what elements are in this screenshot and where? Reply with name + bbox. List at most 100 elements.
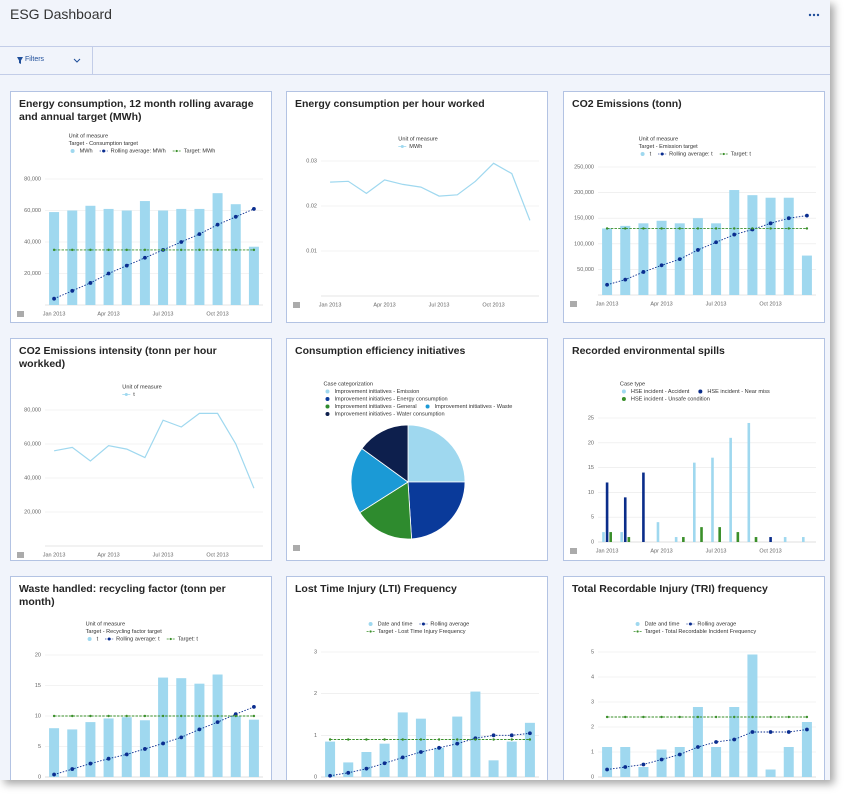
legend-label: HSE incident - Near miss bbox=[707, 389, 770, 395]
legend-title: Unit of measure bbox=[122, 384, 161, 390]
legend-label: MWh bbox=[409, 144, 422, 150]
line-point bbox=[88, 281, 93, 285]
line-point bbox=[252, 248, 256, 252]
x-tick-label: Jan 2013 bbox=[43, 552, 66, 558]
card-menu[interactable] bbox=[17, 311, 24, 317]
bar bbox=[158, 677, 169, 777]
y-tick-label: 4 bbox=[591, 674, 594, 680]
chart-svg: Date and time Rolling average Target - Tot… bbox=[591, 621, 816, 780]
line-point bbox=[623, 765, 628, 769]
legend-item: Date and time bbox=[368, 621, 412, 627]
legend: Unit of measure Target - Emission targett… bbox=[639, 136, 752, 157]
y-tick-label: 25 bbox=[588, 415, 594, 421]
line-point bbox=[125, 248, 128, 252]
line-point bbox=[52, 772, 56, 777]
y-tick-label: 15 bbox=[588, 465, 594, 471]
legend-label: Rolling average: MWh bbox=[111, 148, 166, 154]
bar bbox=[158, 210, 169, 305]
y-tick-label: 40,000 bbox=[24, 475, 41, 481]
x-tick-label: Jul 2013 bbox=[153, 311, 174, 317]
card-menu[interactable] bbox=[570, 548, 577, 554]
card-menu[interactable] bbox=[293, 302, 300, 308]
bar bbox=[121, 717, 132, 777]
bar bbox=[121, 210, 132, 305]
line-point bbox=[768, 221, 773, 226]
chart-card: Consumption efficiency initiatives Case c… bbox=[286, 338, 548, 561]
bar bbox=[230, 716, 241, 777]
bar bbox=[605, 482, 609, 542]
line-point bbox=[696, 715, 700, 719]
bar bbox=[627, 537, 631, 542]
line-point bbox=[125, 714, 128, 718]
legend-title: Unit of measure bbox=[398, 136, 437, 142]
legend-marker bbox=[169, 637, 172, 641]
x-tick-label: Jan 2013 bbox=[43, 311, 66, 317]
line-point bbox=[696, 745, 700, 749]
line-point bbox=[769, 227, 772, 230]
y-tick-label: 80,000 bbox=[24, 407, 41, 413]
bar bbox=[194, 208, 205, 305]
line-point bbox=[641, 762, 646, 767]
line-point bbox=[456, 738, 459, 741]
card-menu[interactable] bbox=[570, 301, 577, 307]
line-point bbox=[234, 248, 237, 252]
chart-card: Total Recordable Injury (TRI) frequency D… bbox=[563, 576, 825, 780]
legend-marker bbox=[368, 622, 373, 626]
bar bbox=[642, 472, 645, 542]
bar bbox=[212, 674, 223, 777]
bar bbox=[49, 728, 60, 777]
bar bbox=[638, 767, 649, 777]
line-point bbox=[52, 248, 56, 252]
legend-marker bbox=[369, 630, 372, 633]
y-tick-label: 5 bbox=[591, 649, 594, 655]
y-tick-label: 1 bbox=[314, 733, 317, 739]
line-point bbox=[382, 761, 387, 766]
card-menu[interactable] bbox=[293, 545, 300, 551]
line-point bbox=[419, 750, 423, 754]
filters-button[interactable]: Filters bbox=[0, 47, 93, 74]
legend: Date and time Rolling average Target - Tot… bbox=[633, 621, 756, 635]
line-point bbox=[642, 227, 645, 230]
bar bbox=[230, 204, 241, 305]
legend-item: t bbox=[122, 392, 135, 398]
pie-slice bbox=[361, 424, 409, 483]
legend-label: Rolling average bbox=[430, 621, 469, 627]
line-point bbox=[197, 727, 202, 732]
legend-item: MWh bbox=[398, 144, 422, 150]
legend-marker bbox=[660, 152, 664, 156]
line-point bbox=[252, 704, 256, 709]
chart-svg: Unit of measure MWh 0.01 0.02 0.03 Jan 2013 Ap… bbox=[293, 136, 539, 308]
x-tick-label: Oct 2013 bbox=[759, 548, 781, 554]
card-menu[interactable] bbox=[17, 552, 24, 558]
chart-title: Energy consumption, 12 month rolling ava… bbox=[19, 98, 254, 123]
bar bbox=[729, 190, 740, 295]
line-point bbox=[198, 714, 201, 718]
line-point bbox=[143, 255, 147, 260]
line-point bbox=[751, 227, 754, 230]
bar bbox=[802, 537, 805, 542]
legend-item: MWh bbox=[70, 148, 93, 154]
legend-label: Target: t bbox=[731, 151, 752, 157]
bar bbox=[379, 743, 390, 777]
bar bbox=[711, 747, 722, 777]
legend-item: Target - Total Recordable Incident Frequ… bbox=[633, 629, 756, 635]
legend-label: t bbox=[650, 151, 652, 157]
line-point bbox=[52, 714, 56, 718]
bar bbox=[248, 719, 259, 777]
line-point bbox=[732, 737, 737, 742]
bar bbox=[783, 537, 787, 542]
bar bbox=[67, 210, 78, 305]
bar bbox=[397, 712, 408, 777]
bar bbox=[506, 741, 517, 777]
more-menu[interactable] bbox=[808, 12, 820, 18]
x-tick-label: Oct 2013 bbox=[206, 552, 228, 558]
legend-item: Rolling average: t bbox=[105, 636, 160, 642]
legend-title: Unit of measure bbox=[86, 621, 125, 627]
legend-marker bbox=[325, 404, 330, 409]
y-tick-label: 0.03 bbox=[306, 158, 317, 164]
line-point bbox=[660, 227, 663, 230]
line-point bbox=[605, 282, 609, 287]
line-point bbox=[659, 263, 664, 268]
line-point bbox=[143, 747, 147, 751]
